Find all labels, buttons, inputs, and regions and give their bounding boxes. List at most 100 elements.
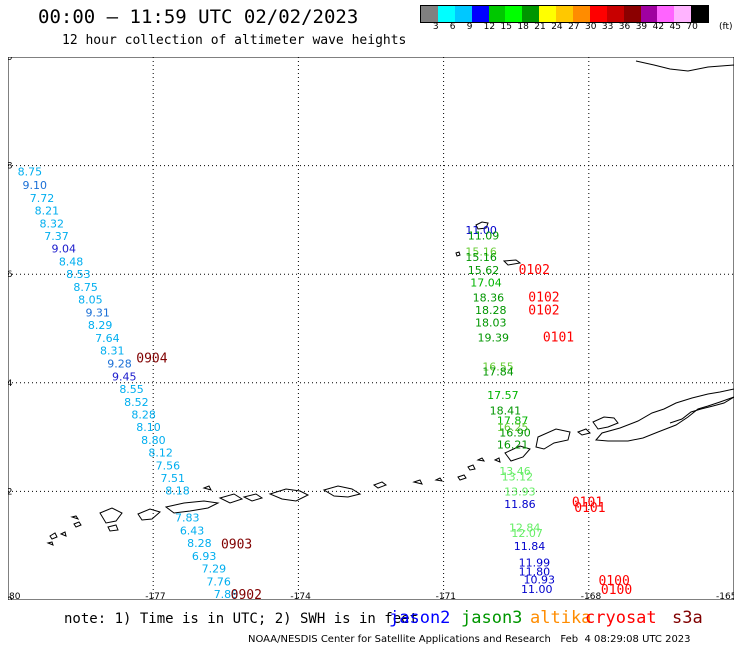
wave-height-observation: 8.12 [148,447,173,460]
wave-height-observation: 8.53 [66,268,91,281]
wave-height-observation: 11.09 [468,229,500,242]
pass-time-label: 0102 [519,263,550,278]
umnak-island [504,445,531,462]
legend-jason2: jason2 [389,608,451,628]
wave-height-observation: 7.29 [202,562,227,575]
pass-time-label: 0102 [528,290,559,305]
colorbar-tick-label: 45 [669,22,681,32]
wave-height-observation: 17.84 [482,366,514,379]
colorbar-swatch [471,6,489,22]
commander-islands-c [46,541,54,546]
wave-height-observation: 9.31 [85,307,110,320]
footer-credit: NOAA/NESDIS Center for Satellite Applica… [248,634,691,645]
footer-note: note: 1) Time is in UTC; 2) SWH is in fe… [64,611,419,627]
legend-altika: altika [530,608,592,628]
st-paul-island [475,221,489,230]
wave-height-observation: 11.99 [519,556,551,569]
latitude-label: 54 [8,379,13,389]
commander-islands-b [59,531,67,537]
wave-height-observation: 19.39 [477,332,509,345]
wave-height-observation: 7.83 [175,511,200,524]
adak-island [268,488,310,502]
colorbar-swatch [539,6,557,22]
wave-height-observation: 11.80 [519,566,551,579]
colorbar-swatch [691,6,709,22]
colorbar-swatch [488,6,506,22]
colorbar-tick-label: 33 [601,22,614,32]
kiska-island [137,508,162,521]
colorbar-swatch [674,6,692,22]
wave-height-observation: 8.55 [119,383,144,396]
pass-time-label: 0100 [598,574,629,589]
commander-islands-a [49,532,58,540]
wave-height-observation: 8.32 [39,218,64,231]
wave-height-observation: 18.41 [490,404,521,417]
wave-height-observation: 15.16 [465,251,497,264]
wave-height-observation: 8.28 [187,537,212,550]
wave-height-observation: 7.56 [156,460,181,473]
wave-height-observation: 18.03 [475,316,507,329]
wave-height-observation: 12.07 [511,527,543,540]
shemya-island [73,521,82,528]
legend-jason3: jason3 [461,608,523,628]
page-title: 00:00 – 11:59 UTC 02/02/2023 [38,6,359,28]
chuginadak-island [412,479,423,485]
longitude-label: -165 [716,592,734,600]
latitude-label: 60 [8,57,13,63]
wave-height-observation: 18.36 [473,291,505,304]
colorbar-swatch [437,6,455,22]
longitude-label: -168 [581,592,602,600]
wave-height-observation: 11.86 [504,498,535,511]
tanaga-island [218,493,244,504]
wave-height-observation: 17.87 [497,415,528,428]
wave-height-observation: 8.10 [136,421,161,434]
map-canvas: -180 -177 -174 -171 -168 -165 60 58 56 54 52 50 8.7… [8,57,734,600]
bogoslof-island [493,457,501,463]
wave-height-observation: 13.46 [499,465,531,478]
pass-time-label: 0101 [543,331,574,346]
wave-height-observation: 13.93 [504,486,535,499]
attu-island [99,507,123,524]
wave-height-observation: 6.43 [180,524,205,537]
wave-height-observation: 8.80 [141,434,166,447]
longitude-label: -174 [290,592,311,600]
small-island-a [455,251,461,257]
page-subtitle: 12 hour collection of altimeter wave hei… [62,33,407,48]
wave-height-observation: 15.62 [468,264,500,277]
pass-time-label: 0100 [601,583,632,598]
wave-height-observation: 9.10 [23,179,48,192]
colorbar-tick-label: 70 [686,22,698,32]
colorbar-tick-label: 6 [449,22,456,32]
colorbar-tick-label: 9 [466,22,473,32]
wave-height-colorbar [420,5,710,23]
legend-s3a: s3a [672,608,703,628]
colorbar-swatch [454,6,472,22]
pass-time-label: 0101 [572,496,603,511]
colorbar-tick-label: 3 [432,22,439,32]
colorbar-swatch [505,6,523,22]
wave-height-observation: 16.90 [499,427,531,440]
colorbar-swatch [623,6,641,22]
colorbar-swatch [589,6,607,22]
latitude-label: 50 [8,596,13,600]
colorbar-swatch [522,6,540,22]
pass-labels-layer: 0904090309020102010201020101010101010100… [136,263,632,600]
wave-height-observation: 8.21 [35,204,60,217]
wave-height-observation: 16.21 [497,439,528,452]
colorbar-swatch [556,6,574,22]
wave-height-observation: 11.00 [465,224,497,237]
wave-height-observation: 10.93 [523,574,555,587]
alaska-peninsula [594,60,734,442]
wave-height-observation: 8.05 [78,294,103,307]
wave-height-observation: 9.04 [52,242,76,255]
wave-height-observation: 8.52 [124,396,149,409]
colorbar-tick-label: 36 [618,22,631,32]
islands-four-mountains-b [476,457,486,462]
pass-time-label: 0102 [528,303,559,318]
wave-height-observation: 11.84 [514,540,546,553]
semisopochnoi-island [202,485,212,491]
wave-height-observation: 17.04 [470,277,502,290]
colorbar-tick-label: 18 [517,22,529,32]
coastline [46,60,734,546]
